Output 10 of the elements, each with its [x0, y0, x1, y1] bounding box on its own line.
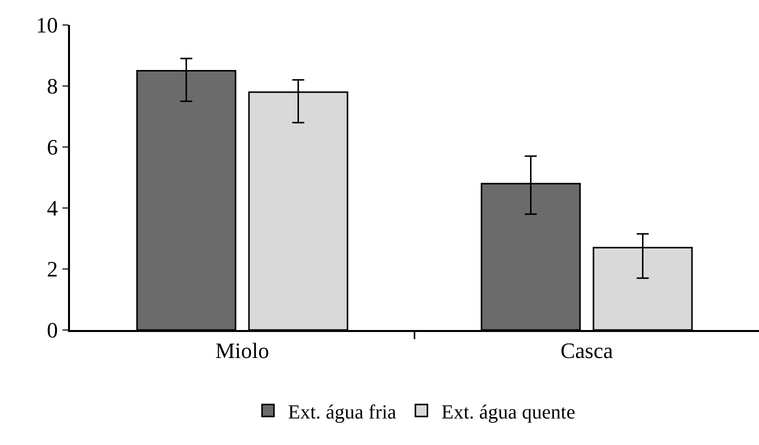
- y-tick-label: 4: [46, 196, 58, 221]
- x-tick-label: Miolo: [215, 338, 270, 364]
- legend-label: Ext. água fria: [288, 401, 396, 424]
- legend-label: Ext. água quente: [441, 401, 576, 424]
- x-tick-label: Casca: [560, 338, 614, 364]
- y-tick-label: 0: [46, 318, 58, 343]
- y-tick-label: 6: [46, 134, 58, 160]
- y-tick-label: 10: [36, 12, 58, 38]
- y-tick-label: 2: [46, 256, 58, 282]
- y-tick-label: 8: [46, 74, 58, 99]
